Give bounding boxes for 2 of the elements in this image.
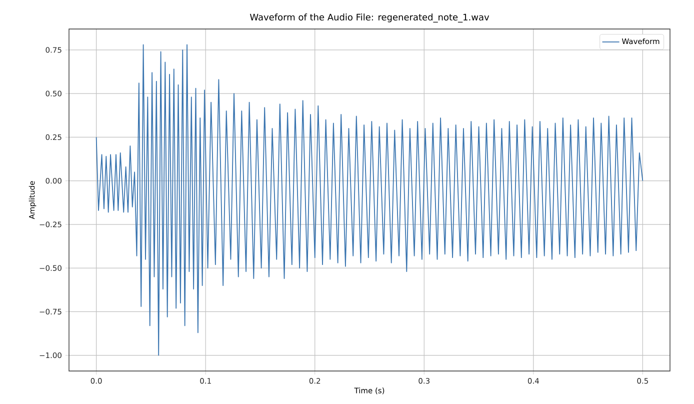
line-series: [96, 44, 644, 356]
chart-title: Waveform of the Audio File: regenerated_note_1.wav: [250, 14, 490, 22]
